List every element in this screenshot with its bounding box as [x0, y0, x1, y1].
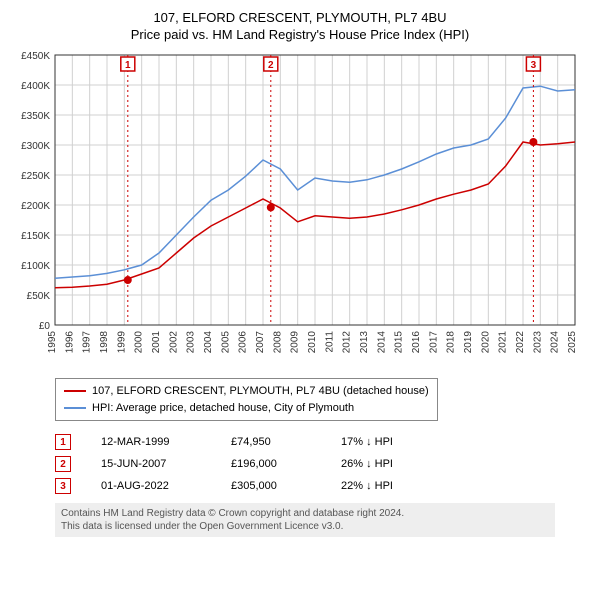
svg-text:2013: 2013 [359, 331, 370, 354]
svg-text:2008: 2008 [272, 331, 283, 354]
svg-text:2001: 2001 [151, 331, 162, 354]
svg-text:£100K: £100K [21, 261, 50, 272]
svg-text:2: 2 [268, 60, 274, 71]
svg-text:2011: 2011 [324, 331, 335, 353]
svg-text:£150K: £150K [21, 231, 50, 242]
svg-text:2009: 2009 [290, 331, 301, 354]
svg-text:2007: 2007 [255, 331, 266, 354]
svg-text:2020: 2020 [480, 331, 491, 354]
sale-marker-number: 1 [55, 434, 71, 450]
svg-text:£250K: £250K [21, 171, 50, 182]
svg-text:2002: 2002 [168, 331, 179, 354]
svg-text:2018: 2018 [446, 331, 457, 354]
svg-text:2012: 2012 [342, 331, 353, 354]
svg-text:2010: 2010 [307, 331, 318, 354]
svg-text:£50K: £50K [27, 291, 51, 302]
svg-text:2025: 2025 [567, 331, 578, 354]
svg-text:£400K: £400K [21, 81, 50, 92]
svg-text:2022: 2022 [515, 331, 526, 354]
chart-plot: £0 £50K £100K £150K £200K £250K £300K £350K £400… [10, 50, 590, 370]
legend-swatch [64, 390, 86, 392]
svg-text:2003: 2003 [186, 331, 197, 354]
chart-subtitle: Price paid vs. HM Land Registry's House … [10, 27, 590, 42]
sale-diff: 22% ↓ HPI [341, 480, 421, 492]
svg-text:1999: 1999 [116, 331, 127, 354]
footer-line1: Contains HM Land Registry data © Crown c… [61, 507, 549, 520]
svg-text:£200K: £200K [21, 201, 50, 212]
svg-text:2014: 2014 [376, 331, 387, 354]
svg-text:2021: 2021 [498, 331, 509, 354]
svg-text:1996: 1996 [64, 331, 75, 354]
svg-text:1995: 1995 [47, 331, 58, 354]
svg-text:2006: 2006 [238, 331, 249, 354]
svg-text:2017: 2017 [428, 331, 439, 354]
svg-text:2023: 2023 [532, 331, 543, 354]
sale-price: £196,000 [231, 458, 311, 470]
svg-text:2019: 2019 [463, 331, 474, 354]
svg-text:2016: 2016 [411, 331, 422, 354]
svg-text:2024: 2024 [550, 331, 561, 354]
svg-text:2005: 2005 [220, 331, 231, 354]
legend-label: 107, ELFORD CRESCENT, PLYMOUTH, PL7 4BU … [92, 383, 429, 400]
sale-date: 01-AUG-2022 [101, 480, 201, 492]
sale-row: 3 01-AUG-2022 £305,000 22% ↓ HPI [55, 475, 590, 497]
svg-text:3: 3 [531, 60, 537, 71]
svg-text:1: 1 [125, 60, 131, 71]
sale-diff: 17% ↓ HPI [341, 436, 421, 448]
sale-date: 12-MAR-1999 [101, 436, 201, 448]
sale-marker-number: 2 [55, 456, 71, 472]
svg-text:£0: £0 [39, 321, 51, 332]
sale-row: 1 12-MAR-1999 £74,950 17% ↓ HPI [55, 431, 590, 453]
chart-title: 107, ELFORD CRESCENT, PLYMOUTH, PL7 4BU [10, 10, 590, 25]
svg-text:£300K: £300K [21, 141, 50, 152]
svg-text:1997: 1997 [82, 331, 93, 354]
svg-text:2004: 2004 [203, 331, 214, 354]
sale-diff: 26% ↓ HPI [341, 458, 421, 470]
legend: 107, ELFORD CRESCENT, PLYMOUTH, PL7 4BU … [55, 378, 438, 421]
chart-container: 107, ELFORD CRESCENT, PLYMOUTH, PL7 4BU … [0, 0, 600, 547]
legend-item: HPI: Average price, detached house, City… [64, 400, 429, 417]
svg-text:2015: 2015 [394, 331, 405, 354]
svg-text:2000: 2000 [134, 331, 145, 354]
legend-swatch [64, 407, 86, 409]
sales-table: 1 12-MAR-1999 £74,950 17% ↓ HPI 2 15-JUN-2007… [55, 431, 590, 497]
sale-marker-number: 3 [55, 478, 71, 494]
legend-label: HPI: Average price, detached house, City… [92, 400, 354, 417]
sale-date: 15-JUN-2007 [101, 458, 201, 470]
svg-text:1998: 1998 [99, 331, 110, 354]
legend-item: 107, ELFORD CRESCENT, PLYMOUTH, PL7 4BU … [64, 383, 429, 400]
sale-price: £74,950 [231, 436, 311, 448]
svg-text:£450K: £450K [21, 51, 50, 62]
svg-text:£350K: £350K [21, 111, 50, 122]
sale-row: 2 15-JUN-2007 £196,000 26% ↓ HPI [55, 453, 590, 475]
footer-line2: This data is licensed under the Open Gov… [61, 520, 549, 533]
footer-attribution: Contains HM Land Registry data © Crown c… [55, 503, 555, 537]
sale-price: £305,000 [231, 480, 311, 492]
